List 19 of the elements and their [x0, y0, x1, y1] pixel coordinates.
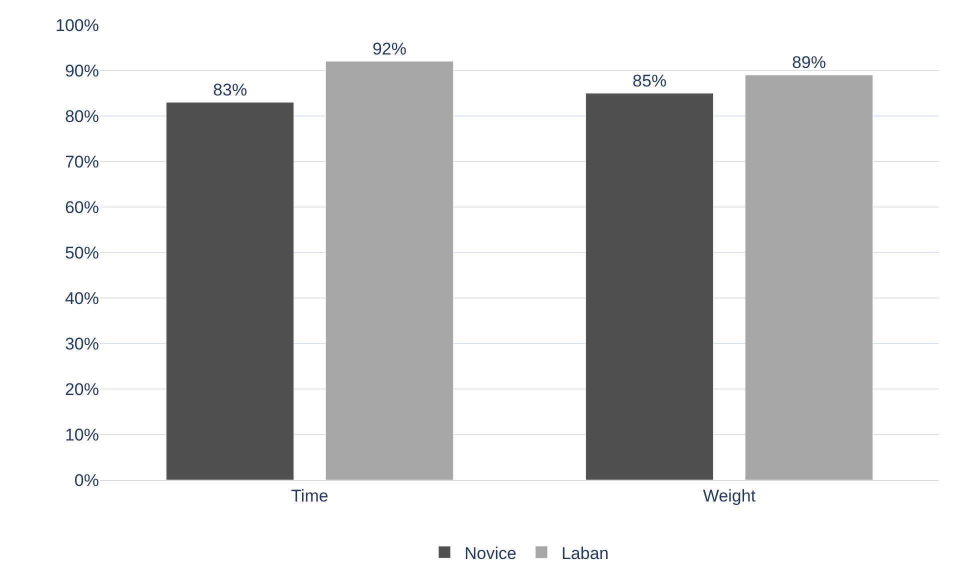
data-label: 92% — [372, 39, 406, 58]
y-tick-label: 70% — [64, 152, 99, 172]
y-tick-label: 90% — [64, 61, 99, 80]
y-tick-label: 30% — [64, 334, 99, 354]
x-tick-label: Time — [291, 486, 328, 506]
y-tick-label: 50% — [64, 243, 99, 262]
y-tick-label: 10% — [64, 425, 99, 444]
data-label: 85% — [632, 71, 667, 90]
y-tick-label: 60% — [64, 198, 99, 217]
data-label: 83% — [213, 80, 248, 100]
y-tick-label: 100% — [56, 16, 99, 35]
legend-label: Laban — [561, 544, 609, 563]
x-tick-label: Weight — [702, 486, 756, 506]
y-tick-label: 0% — [74, 470, 99, 490]
y-tick-label: 80% — [64, 106, 99, 126]
legend-label: Novice — [464, 544, 516, 563]
y-tick-label: 40% — [64, 288, 99, 308]
y-tick-label: 20% — [64, 380, 99, 399]
data-label: 89% — [792, 53, 826, 72]
